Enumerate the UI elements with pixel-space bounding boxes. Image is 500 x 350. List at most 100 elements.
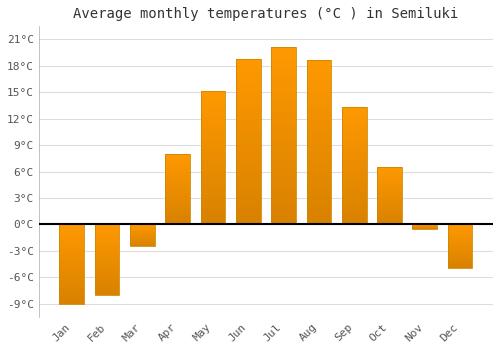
Bar <box>60 224 84 303</box>
Bar <box>448 230 472 231</box>
Bar <box>236 161 260 165</box>
Bar <box>200 206 226 208</box>
Bar <box>166 185 190 186</box>
Bar <box>60 272 84 273</box>
Bar <box>60 253 84 254</box>
Bar <box>60 256 84 258</box>
Bar <box>60 270 84 272</box>
Bar <box>377 192 402 194</box>
Bar <box>306 126 331 129</box>
Bar <box>448 247 472 248</box>
Bar <box>94 288 120 289</box>
Bar <box>377 182 402 183</box>
Bar <box>166 213 190 215</box>
Bar <box>94 245 120 247</box>
Bar <box>306 188 331 191</box>
Bar <box>306 221 331 224</box>
Bar <box>448 264 472 265</box>
Bar <box>130 235 155 236</box>
Bar <box>377 169 402 170</box>
Bar <box>200 168 226 171</box>
Bar <box>200 122 226 125</box>
Bar <box>236 105 260 108</box>
Bar <box>94 253 120 254</box>
Bar <box>236 185 260 188</box>
Bar <box>166 169 190 171</box>
Bar <box>200 155 226 158</box>
Bar <box>448 224 472 268</box>
Bar <box>200 109 226 112</box>
Bar <box>200 219 226 222</box>
Bar <box>377 198 402 199</box>
Bar <box>130 236 155 237</box>
Bar <box>271 182 296 185</box>
Bar <box>377 188 402 189</box>
Bar <box>448 244 472 245</box>
Bar <box>200 93 226 96</box>
Bar <box>448 253 472 254</box>
Bar <box>448 260 472 261</box>
Bar <box>271 47 296 224</box>
Bar <box>448 245 472 246</box>
Bar <box>448 256 472 257</box>
Bar <box>236 82 260 85</box>
Bar <box>236 158 260 161</box>
Bar <box>200 166 226 168</box>
Bar <box>236 108 260 112</box>
Bar <box>166 193 190 195</box>
Bar <box>94 229 120 230</box>
Bar <box>342 191 366 194</box>
Bar <box>306 86 331 89</box>
Bar <box>94 244 120 245</box>
Bar <box>342 140 366 142</box>
Bar <box>448 257 472 258</box>
Bar <box>271 175 296 178</box>
Bar <box>342 220 366 222</box>
Bar <box>306 208 331 211</box>
Bar <box>236 59 260 62</box>
Bar <box>306 96 331 99</box>
Bar <box>342 175 366 177</box>
Bar <box>342 112 366 114</box>
Bar <box>377 197 402 198</box>
Bar <box>342 187 366 189</box>
Bar <box>271 118 296 121</box>
Bar <box>306 89 331 93</box>
Bar <box>377 215 402 216</box>
Bar <box>377 212 402 213</box>
Bar <box>377 199 402 200</box>
Bar <box>448 254 472 255</box>
Bar <box>271 167 296 171</box>
Bar <box>94 251 120 253</box>
Bar <box>306 182 331 185</box>
Bar <box>271 196 296 200</box>
Bar <box>377 219 402 220</box>
Bar <box>166 216 190 217</box>
Bar <box>166 165 190 167</box>
Bar <box>200 131 226 133</box>
Bar <box>60 261 84 262</box>
Bar <box>271 125 296 128</box>
Bar <box>236 65 260 69</box>
Bar <box>377 211 402 212</box>
Bar <box>166 171 190 172</box>
Bar <box>342 152 366 154</box>
Bar <box>377 183 402 184</box>
Bar <box>306 142 331 145</box>
Bar <box>166 182 190 183</box>
Bar <box>342 196 366 198</box>
Bar <box>200 182 226 184</box>
Bar <box>377 196 402 197</box>
Bar <box>130 229 155 230</box>
Bar <box>342 201 366 203</box>
Bar <box>166 196 190 198</box>
Bar <box>130 225 155 226</box>
Bar <box>236 175 260 178</box>
Bar <box>271 189 296 192</box>
Bar <box>271 75 296 78</box>
Bar <box>200 203 226 206</box>
Bar <box>166 206 190 208</box>
Bar <box>60 276 84 278</box>
Bar <box>448 266 472 267</box>
Bar <box>94 250 120 251</box>
